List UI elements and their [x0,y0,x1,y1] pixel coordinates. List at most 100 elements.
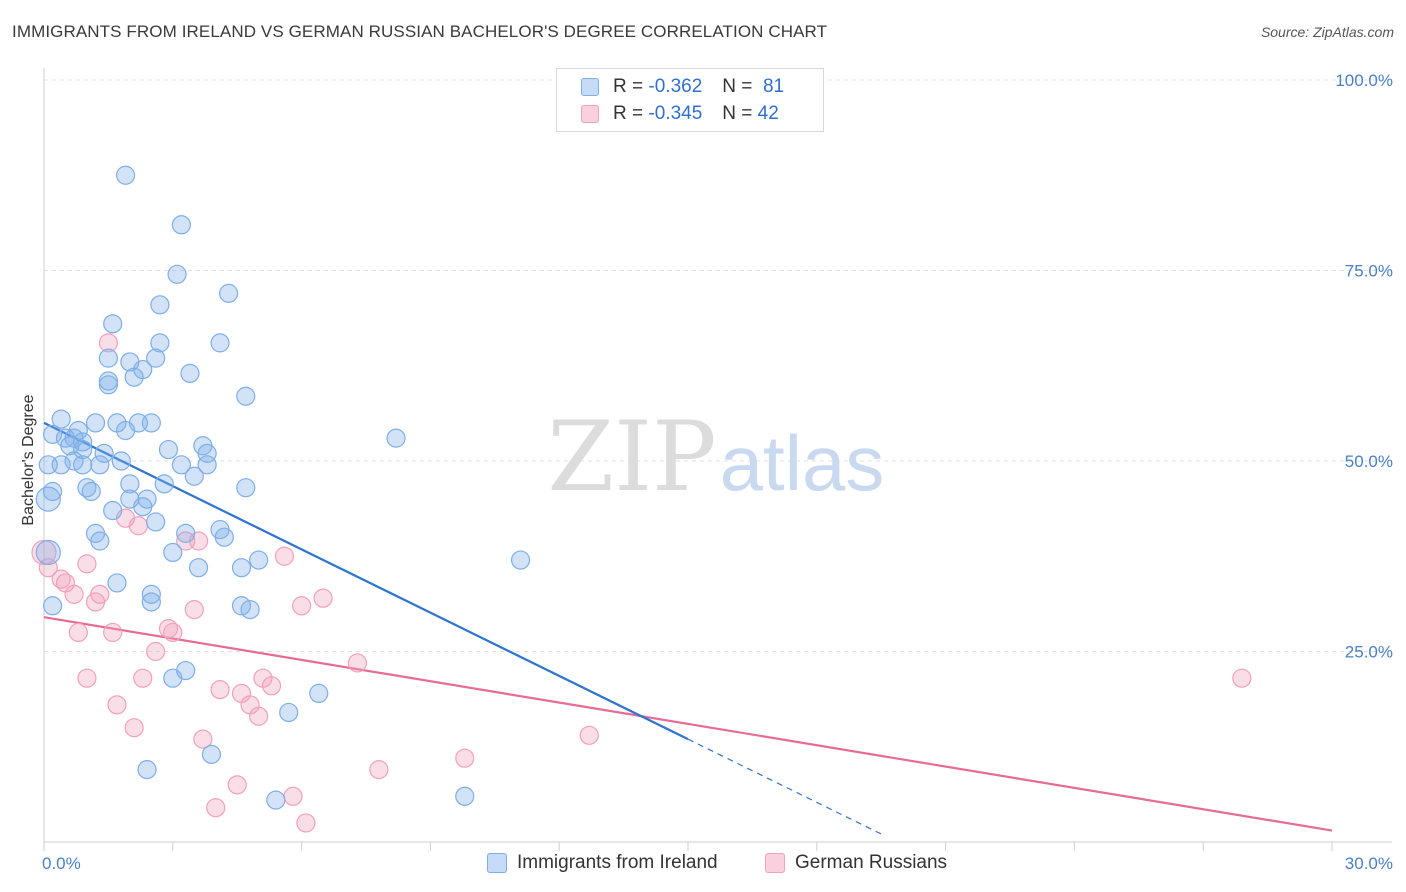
german-russian-point [98,333,119,353]
german-russian-point [77,554,97,574]
german-russian-point [107,695,127,715]
ireland-point [171,215,191,235]
legend-n-value: 81 [762,76,785,97]
ireland-point [158,439,179,460]
german-russian-point [313,588,333,608]
german-russian-point [274,546,295,566]
ireland-point [188,558,209,578]
ireland-point [81,481,101,502]
ireland-point [266,790,286,810]
german-russian-point [193,729,213,749]
ireland-point [214,527,234,547]
ireland-point [236,478,256,498]
ireland-point [141,592,161,612]
ireland-point [146,348,166,368]
ireland-point [85,413,106,433]
german-russian-trend-line [43,616,1333,832]
german-russian-point [296,813,316,833]
german-russian-point [227,775,247,795]
german-russian-point [1232,668,1252,688]
german-russian-point [292,596,312,616]
tick-labels: 100.0% 75.0% 50.0% 25.0% 0.0% 30.0% [42,71,1393,873]
german-russian-point [249,706,269,726]
ireland-point [103,314,123,334]
german-russian-point [347,653,368,673]
axes [43,68,1392,851]
ireland-point [210,333,230,353]
stats-legend: R = -0.362 N = 81 R = -0.345 N = 42 [556,68,824,132]
ireland-point [124,367,144,387]
bottom-legend-swatch-blue [487,853,507,873]
data-points [31,165,1252,833]
ireland-point [510,550,531,570]
y-tick-label: 25.0% [1345,643,1393,662]
legend-row-ireland: R = -0.362 N = 81 [581,74,784,100]
bottom-legend-ireland: Immigrants from Ireland [487,852,718,874]
ireland-point [35,539,61,566]
chart-title: IMMIGRANTS FROM IRELAND VS GERMAN RUSSIA… [12,22,828,41]
legend-r-label: R = [613,76,644,97]
ireland-point [42,596,63,616]
ireland-point [386,428,406,448]
y-tick-label: 50.0% [1345,452,1393,471]
german-russian-point [283,786,303,806]
ireland-point [51,409,71,429]
ireland-point [42,424,63,444]
german-russian-point [128,516,149,536]
german-russian-point [146,641,166,662]
ireland-point [115,165,136,185]
legend-n-label: N = [722,103,753,124]
ireland-point [90,531,110,551]
y-axis-label: Bachelor's Degree [20,394,37,525]
legend-n-value: 42 [757,103,779,124]
ireland-point [150,295,170,315]
x-tick-label: 0.0% [42,854,81,873]
ireland-point [90,455,110,475]
ireland-point [171,455,191,475]
german-russian-point [85,592,106,612]
legend-row-german-russians: R = -0.345 N = 42 [581,101,779,127]
ireland-point [73,455,93,475]
ireland-point [201,744,222,764]
ireland-point [231,558,252,578]
german-russian-point [163,622,183,643]
bottom-legend-swatch-pink [765,853,785,873]
german-russian-point [51,569,71,589]
ireland-point [35,486,61,512]
ireland-point [98,375,119,395]
source-label: Source: ZipAtlas.com [1260,24,1394,40]
ireland-point [197,443,217,463]
ireland-point [141,584,161,604]
german-russian-point [579,725,599,745]
german-russian-point [103,622,123,643]
german-russian-point [455,748,475,768]
ireland-trend-extension [687,738,882,835]
ireland-point [197,455,217,475]
ireland-point [180,363,200,383]
legend-r-value: -0.362 [648,76,703,97]
watermark-zip: ZIP [547,401,716,513]
ireland-point [176,523,196,543]
y-tick-label: 75.0% [1345,262,1393,281]
legend-r-label: R = [613,103,644,124]
ireland-point [146,512,166,532]
german-russian-point [77,668,97,688]
ireland-point [309,683,329,704]
german-russian-point [210,679,230,700]
ireland-point [184,466,204,486]
ireland-point [154,474,174,494]
ireland-point [236,386,256,406]
german-russian-point [261,676,282,696]
ireland-trend-line [43,421,689,741]
bottom-legend-label: Immigrants from Ireland [517,852,718,873]
x-tick-label: 30.0% [1345,854,1393,873]
german-russian-point [206,798,226,818]
ireland-point [94,443,114,463]
german-russian-point [369,760,389,780]
ireland-point [115,420,136,441]
ireland-point [163,542,183,563]
ireland-point [219,283,239,303]
legend-n-label: N = [722,76,753,97]
trend-lines [43,421,1333,835]
